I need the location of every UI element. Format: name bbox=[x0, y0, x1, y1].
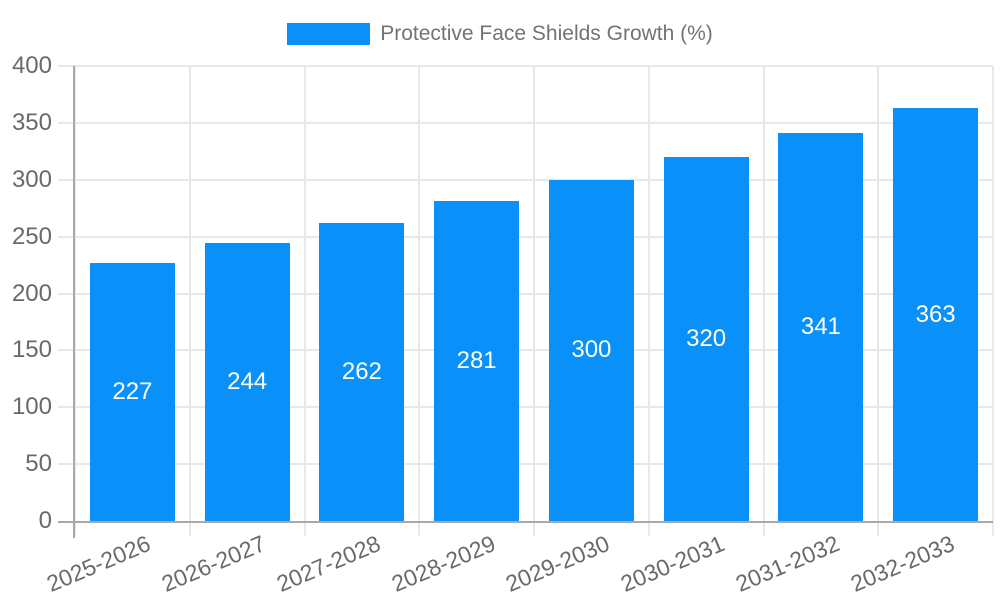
y-tick-label: 400 bbox=[11, 52, 52, 79]
y-tick-label: 100 bbox=[11, 393, 52, 421]
x-tick-label: 2030-2031 bbox=[616, 530, 729, 597]
bar[interactable] bbox=[548, 179, 634, 521]
v-gridline bbox=[992, 66, 994, 536]
y-tick-label: 150 bbox=[11, 336, 52, 364]
v-gridline bbox=[303, 66, 306, 536]
v-gridline bbox=[418, 66, 421, 536]
x-axis-line bbox=[58, 521, 993, 523]
legend-swatch bbox=[287, 23, 371, 45]
x-tick-label: 2031-2032 bbox=[731, 530, 844, 597]
v-gridline bbox=[188, 66, 191, 536]
bar[interactable] bbox=[89, 262, 175, 521]
bar[interactable] bbox=[204, 243, 290, 521]
bar[interactable] bbox=[319, 222, 405, 521]
v-gridline bbox=[647, 66, 650, 536]
h-gridline bbox=[58, 121, 993, 124]
x-tick-label: 2028-2029 bbox=[387, 530, 499, 597]
x-tick-label: 2027-2028 bbox=[272, 530, 385, 597]
v-gridline bbox=[533, 66, 535, 536]
y-tick-label: 50 bbox=[25, 450, 52, 478]
h-gridline bbox=[58, 65, 993, 67]
legend-label: Protective Face Shields Growth (%) bbox=[380, 22, 713, 45]
bar[interactable] bbox=[663, 157, 749, 521]
x-tick-label: 2032-2033 bbox=[846, 530, 958, 597]
y-tick-label: 350 bbox=[11, 108, 52, 136]
bar[interactable] bbox=[778, 133, 864, 521]
bar[interactable] bbox=[434, 201, 520, 521]
bar[interactable] bbox=[893, 108, 979, 521]
y-tick-label: 250 bbox=[11, 222, 52, 250]
v-gridline bbox=[74, 66, 76, 536]
y-axis-line bbox=[73, 66, 75, 538]
y-tick-label: 0 bbox=[38, 507, 52, 534]
v-gridline bbox=[877, 66, 880, 536]
legend[interactable]: Protective Face Shields Growth (%) bbox=[0, 22, 1000, 46]
v-gridline bbox=[762, 66, 765, 536]
x-tick-label: 2029-2030 bbox=[502, 530, 614, 597]
y-tick-label: 200 bbox=[11, 279, 52, 307]
x-tick-label: 2026-2027 bbox=[157, 530, 270, 597]
y-tick-label: 300 bbox=[11, 165, 52, 193]
x-tick-label: 2025-2026 bbox=[43, 530, 155, 597]
